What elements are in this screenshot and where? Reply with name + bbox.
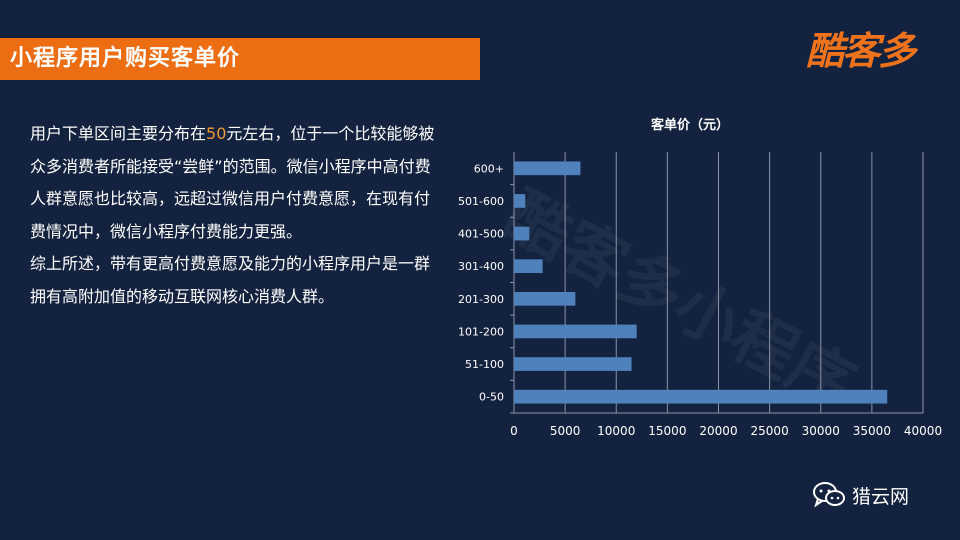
bar bbox=[514, 357, 632, 371]
bar bbox=[514, 389, 888, 404]
bar bbox=[514, 226, 530, 241]
y-tick-label: 101-200 bbox=[458, 325, 504, 338]
brand-logo: 酷客多 bbox=[806, 29, 916, 73]
y-tick-label: 51-100 bbox=[465, 358, 504, 371]
page-title: 小程序用户购买客单价 bbox=[10, 46, 241, 71]
x-tick-label: 30000 bbox=[802, 424, 840, 438]
x-tick-label: 40000 bbox=[904, 424, 942, 438]
x-tick-label: 0 bbox=[510, 424, 518, 438]
x-tick-label: 5000 bbox=[550, 424, 581, 438]
y-tick-label: 600+ bbox=[474, 162, 504, 175]
x-tick-label: 20000 bbox=[699, 424, 737, 438]
bar bbox=[514, 161, 581, 176]
chart-title: 客单价（元） bbox=[650, 118, 729, 133]
footer: 猎云网 bbox=[812, 481, 909, 509]
y-tick-label: 401-500 bbox=[458, 228, 504, 241]
bar bbox=[514, 194, 526, 208]
x-tick-label: 35000 bbox=[853, 424, 891, 438]
x-tick-label: 15000 bbox=[648, 424, 686, 438]
title-bar: 小程序用户购买客单价 bbox=[0, 38, 480, 80]
para1-highlight: 50 bbox=[206, 124, 227, 143]
footer-label: 猎云网 bbox=[852, 485, 910, 508]
bar bbox=[514, 324, 637, 339]
y-tick-label: 201-300 bbox=[458, 293, 504, 306]
y-tick-label: 301-400 bbox=[458, 260, 504, 273]
wechat-icon bbox=[813, 482, 845, 508]
bar-chart: 0 5000 10000 15000 20000 25000 30000 35000 40000… bbox=[458, 152, 942, 438]
x-tick-label: 25000 bbox=[751, 424, 789, 438]
bar bbox=[514, 259, 543, 274]
para1-after: 元左右，位于一个比较能够被众多消费者所能接受“尝鲜”的范围。微信小程序中高付费人… bbox=[30, 124, 435, 241]
para1-before: 用户下单区间主要分布在 bbox=[30, 124, 207, 143]
paragraph-1: 用户下单区间主要分布在50元左右，位于一个比较能够被众多消费者所能接受“尝鲜”的… bbox=[30, 118, 438, 248]
bar bbox=[514, 291, 576, 306]
x-tick-label: 10000 bbox=[597, 424, 635, 438]
body-text: 用户下单区间主要分布在50元左右，位于一个比较能够被众多消费者所能接受“尝鲜”的… bbox=[30, 118, 438, 313]
y-tick-label: 501-600 bbox=[458, 195, 504, 208]
paragraph-2: 综上所述，带有更高付费意愿及能力的小程序用户是一群拥有高附加值的移动互联网核心消… bbox=[30, 254, 431, 306]
y-tick-label: 0-50 bbox=[479, 391, 504, 404]
